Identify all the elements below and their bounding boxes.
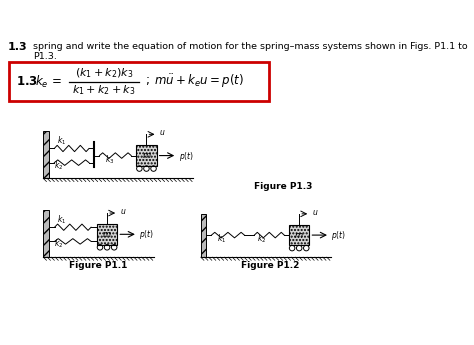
Text: $k_e\,=$: $k_e\,=$ — [35, 73, 62, 90]
Text: $m$: $m$ — [142, 151, 151, 160]
Bar — [43, 210, 49, 257]
Text: $k_2$: $k_2$ — [54, 159, 63, 172]
Bar — [97, 224, 117, 245]
Text: $k_2$: $k_2$ — [54, 238, 63, 250]
Text: $k_2$: $k_2$ — [257, 233, 267, 245]
Text: $k_1$: $k_1$ — [57, 214, 67, 226]
Text: $p(t)$: $p(t)$ — [179, 150, 194, 163]
Bar — [136, 145, 157, 166]
Text: P1.3.: P1.3. — [33, 52, 57, 61]
Bar — [201, 214, 206, 257]
Text: $k_1+k_2+k_3$: $k_1+k_2+k_3$ — [72, 83, 136, 97]
Text: $k_1$: $k_1$ — [57, 135, 67, 147]
Text: $m$: $m$ — [294, 230, 304, 239]
Text: $;\; m\ddot{u}+k_e u=p(t)$: $;\; m\ddot{u}+k_e u=p(t)$ — [145, 73, 244, 90]
Text: $p(t)$: $p(t)$ — [139, 228, 155, 242]
Text: spring and write the equation of motion for the spring–mass systems shown in Fig: spring and write the equation of motion … — [33, 42, 468, 51]
Text: Figure P1.1: Figure P1.1 — [69, 261, 128, 270]
Text: 1.3: 1.3 — [8, 42, 27, 52]
Text: $u$: $u$ — [159, 128, 165, 137]
Text: $u$: $u$ — [119, 207, 126, 216]
Text: Figure P1.2: Figure P1.2 — [241, 261, 299, 270]
Text: $\mathbf{1.3}$: $\mathbf{1.3}$ — [16, 75, 37, 88]
Text: Figure P1.3: Figure P1.3 — [254, 183, 313, 191]
Bar — [289, 225, 310, 245]
Text: $p(t)$: $p(t)$ — [331, 229, 346, 242]
Text: $k_3$: $k_3$ — [105, 154, 114, 166]
Text: $m$: $m$ — [102, 230, 112, 239]
Text: $k_1$: $k_1$ — [217, 233, 226, 245]
Bar — [43, 131, 49, 178]
Text: $(k_1+k_2)k_3$: $(k_1+k_2)k_3$ — [75, 66, 133, 80]
Text: $u$: $u$ — [312, 208, 318, 217]
Bar — [9, 62, 269, 101]
